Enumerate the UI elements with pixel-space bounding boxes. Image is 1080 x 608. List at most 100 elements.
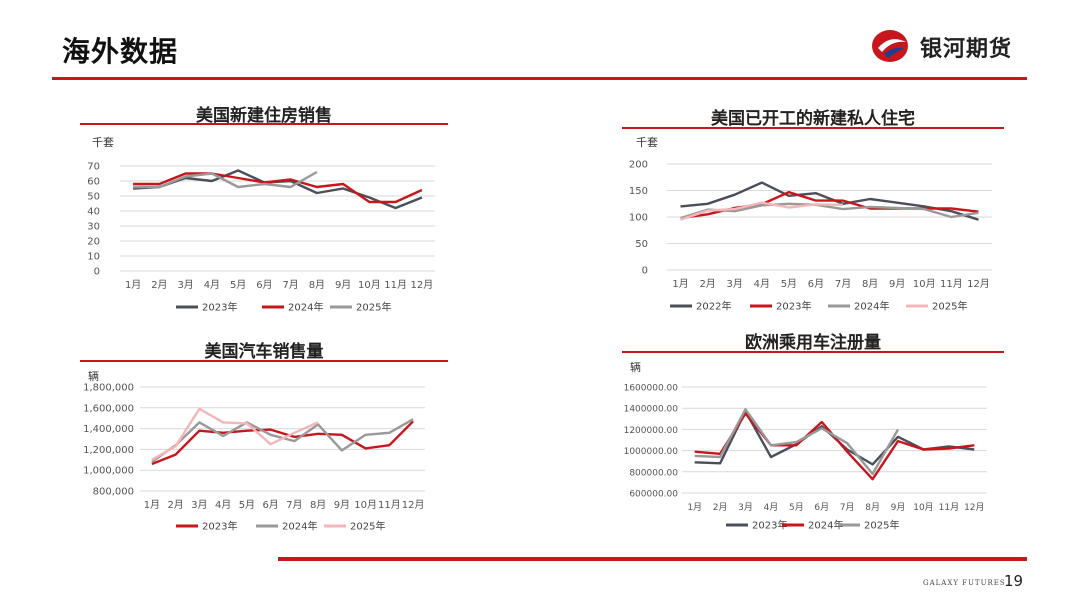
panel-us-new-home-sales: 美国新建住房销售 千套 70 60 50 40 30 20 10 0 1月 2月 3月 4月 5月 6月 7… — [80, 96, 448, 316]
series-line — [680, 201, 844, 221]
y-tick-label: 600000.00 — [629, 490, 678, 500]
galaxy-logo-icon — [872, 30, 908, 62]
panel-us-housing-starts: 美国已开工的新建私人住宅 千套 200 150 100 50 0 1月 2月 3月 4月 5月 6月… — [622, 96, 1004, 316]
y-tick-label: 150 — [629, 186, 648, 197]
x-tick-label: 3月 — [191, 499, 207, 511]
series-line — [151, 420, 414, 466]
x-tick-label: 9月 — [335, 279, 351, 291]
y-tick-label: 1,000,000 — [83, 466, 134, 477]
series-line — [694, 408, 900, 476]
x-tick-label: 2月 — [151, 279, 167, 291]
x-tick-label: 12月 — [964, 502, 984, 513]
y-tick-label: 200 — [629, 160, 648, 171]
x-tick-label: 9月 — [889, 278, 905, 290]
x-tick-label: 4月 — [204, 279, 220, 291]
x-tick-label: 7月 — [840, 502, 855, 513]
y-tick-label: 1,200,000 — [83, 445, 134, 456]
x-tick-label: 2月 — [167, 499, 183, 511]
x-tick-label: 1月 — [672, 278, 688, 290]
chart-title: 美国汽车销售量 — [204, 342, 324, 362]
brand-logo: 银河期货 — [870, 28, 1030, 64]
y-tick-label: 20 — [87, 237, 100, 248]
legend-label: 2024年 — [854, 300, 889, 313]
legend-label: 2023年 — [776, 300, 811, 313]
page-title: 海外数据 — [62, 35, 179, 68]
footer-brand-text: GALAXY FUTURES — [923, 579, 1006, 587]
x-tick-label: 12月 — [967, 278, 990, 290]
legend-label: 2025年 — [350, 520, 385, 533]
y-tick-label: 60 — [87, 177, 100, 188]
x-tick-label: 10月 — [913, 278, 936, 290]
x-tick-label: 4月 — [215, 499, 231, 511]
x-tick-label: 1月 — [687, 502, 702, 513]
x-tick-label: 5月 — [230, 279, 246, 291]
title-rule — [80, 360, 448, 362]
x-tick-label: 11月 — [940, 278, 963, 290]
y-tick-label: 800,000 — [93, 487, 134, 498]
x-tick-label: 2月 — [713, 502, 728, 513]
x-tick-label: 12月 — [402, 499, 425, 511]
x-tick-label: 6月 — [256, 279, 272, 291]
y-tick-label: 10 — [87, 252, 100, 263]
panel-us-auto-sales: 美国汽车销售量 辆 1,800,000 1,600,000 1,400,000 1,2… — [80, 333, 448, 538]
series-line — [151, 407, 319, 461]
series-line — [133, 172, 423, 204]
x-tick-label: 8月 — [862, 278, 878, 290]
y-tick-label: 0 — [642, 266, 648, 277]
legend-label: 2023年 — [202, 301, 237, 314]
x-tick-label: 11月 — [384, 279, 407, 291]
bottom-rule — [278, 557, 1027, 561]
y-tick-label: 70 — [87, 162, 100, 173]
legend-label: 2023年 — [752, 519, 787, 532]
y-tick-label: 1,400,000 — [83, 424, 134, 435]
legend-label: 2025年 — [356, 301, 391, 314]
x-tick-label: 3月 — [177, 279, 193, 291]
x-tick-label: 5月 — [789, 502, 804, 513]
x-tick-label: 2月 — [699, 278, 715, 290]
y-tick-label: 1600000.00 — [624, 384, 679, 394]
chart-us-new-home-sales: 70 60 50 40 30 20 10 0 1月 2月 3月 4月 5月 6月 7月 8月 9月 10月 11月 1… — [87, 162, 435, 314]
chart-title: 美国新建住房销售 — [196, 106, 332, 126]
panel-eu-car-registrations: 欧洲乘用车注册量 辆 1600000.00 1400000.00 1200000.0… — [622, 325, 1004, 540]
x-tick-label: 8月 — [310, 499, 326, 511]
x-tick-label: 11月 — [939, 502, 959, 513]
title-rule — [622, 351, 1004, 353]
x-tick-label: 1月 — [144, 499, 160, 511]
chart-us-auto-sales: 1,800,000 1,600,000 1,400,000 1,200,000 1,00… — [83, 383, 425, 533]
x-tick-label: 5月 — [239, 499, 255, 511]
y-tick-label: 1200000.00 — [624, 426, 679, 436]
y-tick-label: 1000000.00 — [624, 447, 679, 457]
x-tick-label: 6月 — [262, 499, 278, 511]
y-tick-label: 50 — [87, 192, 100, 203]
x-tick-label: 10月 — [358, 279, 381, 291]
y-unit-label: 辆 — [630, 361, 641, 374]
y-tick-label: 0 — [94, 267, 100, 278]
y-tick-label: 1,600,000 — [83, 403, 134, 414]
series-line — [133, 170, 318, 189]
title-rule — [622, 127, 1004, 129]
x-tick-label: 8月 — [309, 279, 325, 291]
x-tick-label: 9月 — [891, 502, 906, 513]
x-tick-label: 9月 — [334, 499, 350, 511]
y-unit-label: 辆 — [88, 370, 99, 383]
x-tick-label: 4月 — [764, 502, 779, 513]
x-tick-label: 3月 — [727, 278, 743, 290]
legend-label: 2024年 — [288, 301, 323, 314]
legend-label: 2024年 — [282, 520, 317, 533]
y-tick-label: 50 — [635, 239, 648, 250]
x-tick-label: 4月 — [754, 278, 770, 290]
series-line — [680, 181, 979, 221]
x-tick-label: 6月 — [808, 278, 824, 290]
x-tick-label: 12月 — [411, 279, 434, 291]
x-tick-label: 7月 — [286, 499, 302, 511]
legend-label: 2024年 — [808, 519, 843, 532]
series-line — [694, 412, 975, 481]
legend-label: 2025年 — [932, 300, 967, 313]
y-unit-label: 千套 — [636, 136, 658, 149]
brand-name: 银河期货 — [920, 37, 1013, 62]
y-tick-label: 800000.00 — [629, 468, 678, 478]
x-tick-label: 3月 — [738, 502, 753, 513]
y-tick-label: 40 — [87, 207, 100, 218]
y-tick-label: 1400000.00 — [624, 405, 679, 415]
